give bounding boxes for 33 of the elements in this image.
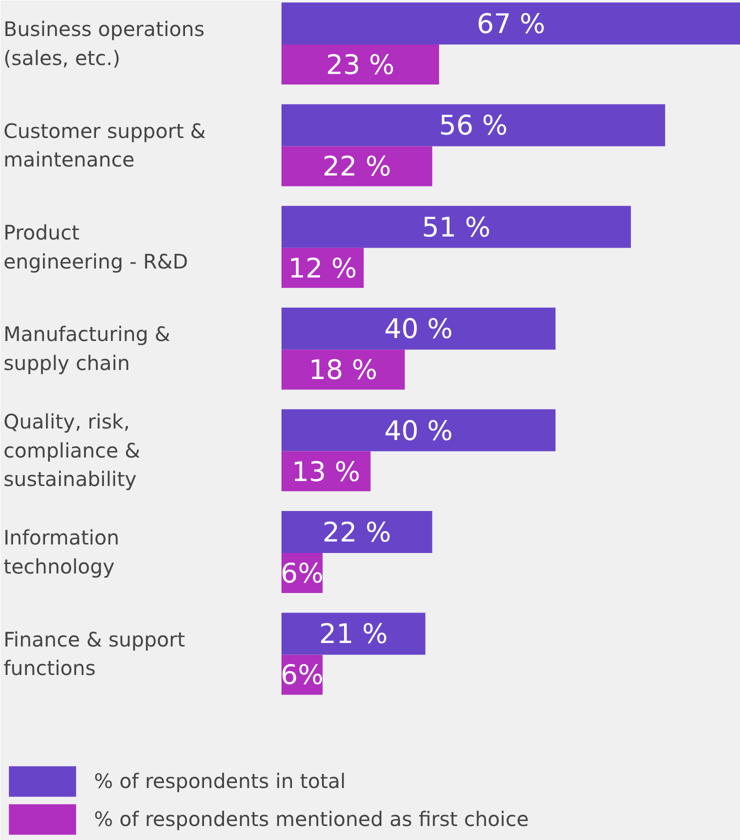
data-label: 67 %	[476, 9, 546, 40]
bar	[282, 511, 432, 553]
data-label: 23 %	[326, 50, 395, 81]
bar	[282, 350, 405, 390]
data-label: 6%	[280, 558, 324, 590]
data-label: 22 %	[322, 518, 392, 548]
y-tick-label: Manufacturing & supply chain	[4, 322, 170, 375]
y-tick-label: Finance & support functions	[4, 627, 186, 680]
data-label: 40 %	[384, 314, 453, 346]
bar	[282, 612, 426, 655]
bar	[282, 308, 556, 350]
data-label: 18 %	[308, 355, 378, 386]
data-label: 51 %	[422, 212, 491, 244]
y-tick-label: Quality, risk, compliance & sustainability	[4, 410, 140, 492]
bar	[282, 146, 432, 186]
data-label: 40 %	[384, 416, 453, 447]
legend-label: % of respondents in total	[94, 768, 346, 795]
y-tick-label: Business operations (sales, etc.)	[4, 17, 204, 70]
legend-label: % of respondents mentioned as first choice	[94, 806, 529, 833]
y-tick-label: Product engineering - R&D	[4, 220, 188, 274]
data-label: 56 %	[439, 110, 508, 142]
bar	[282, 409, 556, 452]
data-label: 12 %	[288, 253, 357, 284]
data-label: 22 %	[322, 152, 392, 183]
data-label: 6%	[280, 660, 324, 692]
bar	[282, 206, 631, 248]
bar	[282, 104, 666, 146]
bar	[282, 2, 740, 44]
data-label: 21 %	[319, 619, 388, 650]
bar	[282, 44, 440, 84]
y-tick-label: Information technology	[4, 526, 120, 578]
data-label: 13 %	[292, 456, 360, 488]
y-tick-label: Customer support & maintenance	[4, 118, 206, 172]
